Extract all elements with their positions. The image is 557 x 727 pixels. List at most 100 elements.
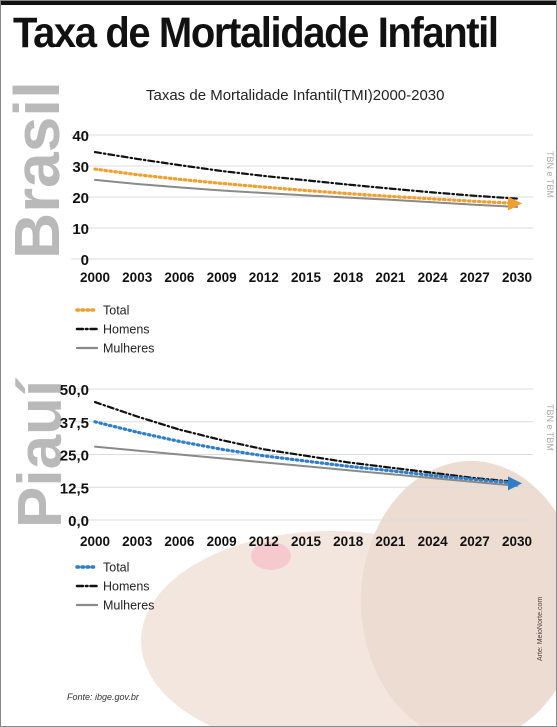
- x-tick-label: 2027: [460, 534, 490, 549]
- data-point-mulheres: [178, 186, 181, 189]
- y-tick-label: 37,5: [60, 415, 89, 432]
- x-tick-label: 2000: [80, 270, 110, 285]
- data-point-homens: [220, 170, 223, 172]
- data-point-mulheres: [389, 198, 392, 201]
- data-point-total: [305, 189, 307, 192]
- legend-label-mulheres: Mulheres: [103, 599, 154, 613]
- x-tick-label: 2003: [122, 270, 153, 285]
- data-point-homens: [94, 151, 96, 153]
- data-point-homens: [94, 401, 96, 403]
- y-tick-label: 50,0: [60, 382, 89, 399]
- y-tick-label: 12,5: [60, 480, 89, 497]
- data-point-total: [305, 460, 307, 462]
- data-point-total: [263, 455, 265, 457]
- data-point-mulheres: [263, 192, 265, 194]
- x-tick-label: 2000: [80, 534, 110, 549]
- data-point-mulheres: [305, 465, 307, 468]
- region-watermark: Piauí: [6, 378, 75, 528]
- background-photo: [141, 461, 556, 726]
- legend-label-mulheres: Mulheres: [103, 342, 154, 356]
- ear-shape: [251, 542, 291, 570]
- y-tick-label: 25,0: [60, 448, 89, 465]
- data-point-total: [431, 474, 434, 477]
- total-arrowhead: [508, 196, 522, 211]
- data-point-homens: [516, 197, 518, 200]
- data-point-mulheres: [389, 473, 392, 475]
- data-point-total: [220, 448, 223, 451]
- y-tick-label: 0,0: [68, 513, 89, 530]
- data-point-mulheres: [305, 194, 307, 197]
- data-point-homens: [305, 179, 307, 182]
- region-watermark: Brasil: [1, 81, 73, 259]
- y-tick-label: 30: [72, 159, 89, 176]
- art-credit: Arte: MeioNorte.com: [537, 596, 544, 661]
- data-point-total: [263, 186, 265, 188]
- x-tick-label: 2003: [122, 534, 153, 549]
- data-point-mulheres: [474, 203, 476, 206]
- legend-label-homens: Homens: [103, 323, 150, 337]
- data-point-homens: [305, 455, 307, 457]
- legend-label-total: Total: [103, 304, 129, 318]
- data-point-mulheres: [94, 445, 96, 448]
- y-tick-label: 40: [72, 128, 89, 145]
- data-point-total: [347, 192, 350, 195]
- data-point-total: [474, 478, 476, 481]
- x-tick-label: 2015: [291, 270, 322, 285]
- x-tick-label: 2009: [207, 270, 237, 285]
- x-tick-label: 2021: [375, 270, 406, 285]
- data-point-total: [389, 469, 392, 472]
- data-point-total: [136, 431, 138, 434]
- data-point-mulheres: [94, 179, 96, 181]
- data-point-homens: [431, 191, 434, 194]
- hand-shape: [361, 461, 556, 726]
- data-point-mulheres: [220, 189, 223, 192]
- data-point-total: [474, 200, 476, 203]
- data-point-total: [136, 173, 138, 176]
- data-point-mulheres: [431, 477, 434, 479]
- x-tick-label: 2030: [502, 270, 532, 285]
- x-tick-label: 2027: [460, 270, 490, 285]
- data-point-homens: [474, 194, 476, 197]
- data-point-mulheres: [347, 196, 350, 199]
- page-title: Taxa de Mortalidade Infantil: [13, 9, 499, 57]
- x-tick-label: 2012: [249, 270, 279, 285]
- data-point-mulheres: [263, 461, 265, 464]
- data-point-total: [389, 195, 392, 198]
- data-point-mulheres: [178, 453, 181, 456]
- data-point-mulheres: [347, 469, 350, 472]
- data-point-total: [94, 168, 96, 170]
- data-point-homens: [389, 187, 392, 190]
- data-point-homens: [347, 461, 350, 464]
- legend-label-total: Total: [103, 561, 129, 575]
- data-point-total: [431, 198, 434, 200]
- source-note: Fonte: ibge.gov.br: [67, 692, 139, 702]
- x-tick-label: 2024: [418, 270, 449, 285]
- x-tick-label: 2030: [502, 534, 532, 549]
- x-tick-label: 2015: [291, 534, 322, 549]
- data-point-homens: [347, 183, 350, 186]
- y-tick-label: 10: [72, 221, 89, 238]
- data-point-homens: [220, 439, 223, 441]
- data-point-homens: [431, 472, 434, 474]
- data-point-mulheres: [136, 449, 138, 452]
- x-tick-label: 2009: [207, 534, 237, 549]
- x-tick-label: 2021: [375, 534, 406, 549]
- x-tick-label: 2006: [164, 534, 195, 549]
- data-point-mulheres: [474, 481, 476, 483]
- data-point-homens: [263, 175, 265, 177]
- data-point-homens: [178, 428, 181, 431]
- data-point-total: [220, 182, 223, 185]
- data-point-homens: [389, 466, 392, 469]
- legend-label-homens: Homens: [103, 580, 150, 594]
- chart-piaui: Piauí TBN e TBM 0,0 12,5 25,0 37,5 50,0 2000 200…: [6, 378, 555, 612]
- x-tick-label: 2018: [333, 534, 364, 549]
- total-arrowhead: [508, 476, 522, 491]
- data-point-homens: [178, 164, 181, 166]
- top-rule: [1, 1, 556, 5]
- data-point-mulheres: [431, 201, 434, 204]
- side-label: TBN e TBM: [545, 404, 555, 451]
- data-point-homens: [263, 448, 265, 451]
- x-tick-label: 2012: [249, 534, 279, 549]
